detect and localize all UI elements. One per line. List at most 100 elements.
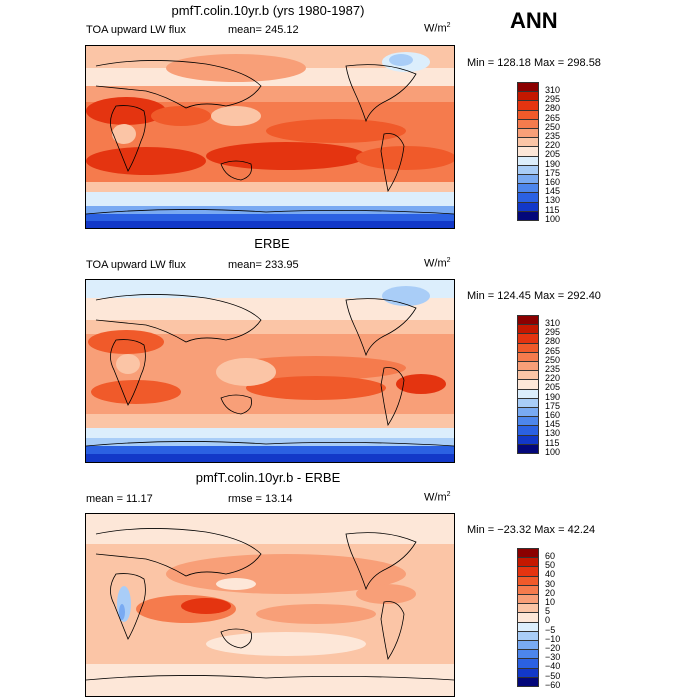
- panel-3-minmax: Min = −23.32 Max = 42.24: [467, 524, 596, 536]
- panel-2-left-label: TOA upward LW flux: [86, 259, 186, 271]
- panel-1-band: [86, 206, 454, 214]
- colorbar-level-label: 30: [545, 578, 556, 589]
- panel-1-blob: [166, 54, 306, 82]
- colorbar-level-label: 250: [545, 121, 561, 132]
- panel-2-map: [85, 279, 455, 463]
- panel-1-units-text: W/m: [424, 22, 447, 35]
- colorbar-level-label: 310: [545, 318, 561, 328]
- colorbar-level-label: −50: [545, 670, 561, 681]
- colorbar-level-label: 130: [545, 195, 561, 206]
- colorbar-level-label: 205: [545, 149, 561, 160]
- panel-2-units-sup: 2: [446, 257, 451, 264]
- panel-3-field: [86, 514, 454, 696]
- panel-2-units: W/m2: [424, 257, 451, 270]
- panel-3-blob: [206, 632, 366, 656]
- panel-2-mean-label: mean= 233.95: [228, 259, 299, 271]
- colorbar-level-label: 235: [545, 131, 561, 141]
- colorbar-level-label: −10: [545, 633, 561, 644]
- panel-1-blob: [389, 54, 413, 66]
- colorbar-level-label: 190: [545, 391, 561, 402]
- panel-1-units: W/m2: [424, 22, 451, 35]
- panel-3-map: [85, 513, 455, 697]
- colorbar-level-label: 10: [545, 597, 556, 607]
- panel-3-units: W/m2: [424, 491, 451, 504]
- colorbar-level-label: 250: [545, 354, 561, 365]
- panel-2-blob: [396, 374, 446, 394]
- panel-1-minmax: Min = 128.18 Max = 298.58: [467, 57, 601, 69]
- colorbar-level-label: 5: [545, 606, 551, 617]
- colorbar-level-label: 115: [545, 204, 560, 215]
- panel-2-units-text: W/m: [424, 257, 447, 270]
- panel-1-blob: [266, 119, 406, 143]
- panel-3-units-sup: 2: [446, 491, 451, 498]
- panel-3-blob: [119, 604, 125, 620]
- colorbar-level-label: 115: [545, 437, 560, 448]
- colorbar-level-label: 265: [545, 112, 561, 123]
- season-label: ANN: [510, 8, 558, 33]
- panel-2-minmax: Min = 124.45 Max = 292.40: [467, 290, 601, 302]
- colorbar-level-label: −60: [545, 679, 561, 690]
- colorbar-level-label: −40: [545, 661, 561, 672]
- panel-1-units-sup: 2: [446, 22, 451, 29]
- panel-1-blob: [86, 147, 206, 175]
- colorbar-level-label: 100: [545, 446, 561, 457]
- panel-1-band: [86, 182, 454, 192]
- colorbar-level-label: 175: [545, 167, 561, 178]
- colorbar-swatch: [517, 443, 539, 454]
- colorbar-level-label: 295: [545, 94, 561, 105]
- panel-2-band: [86, 320, 454, 334]
- panel-2-band: [86, 414, 454, 428]
- panel-1-field: [86, 46, 454, 228]
- panel-2-band: [86, 454, 454, 462]
- colorbar-level-label: 0: [545, 615, 551, 626]
- panel-2-blob: [382, 286, 430, 306]
- panel-2-title: ERBE: [254, 236, 290, 251]
- panel-1-blob: [211, 106, 261, 126]
- colorbar-level-label: 145: [545, 186, 561, 197]
- panel-1-band: [86, 214, 454, 221]
- panel-2-blob: [216, 358, 276, 386]
- panel-1-mean-label: mean= 245.12: [228, 24, 299, 36]
- panel-3-rmse-label: rmse = 13.14: [228, 493, 293, 505]
- colorbar-level-label: 295: [545, 327, 561, 338]
- colorbar-level-label: 40: [545, 569, 556, 580]
- colorbar-level-label: −30: [545, 652, 561, 663]
- colorbar-level-label: 60: [545, 551, 556, 561]
- colorbar-level-label: 160: [545, 177, 561, 187]
- colorbar-level-label: 100: [545, 213, 561, 224]
- colorbar-level-label: 160: [545, 410, 561, 420]
- colorbar-level-label: 20: [545, 587, 556, 598]
- panel-3-band: [86, 664, 454, 696]
- panel-2-band: [86, 446, 454, 454]
- colorbar-level-label: 220: [545, 140, 561, 151]
- panel-2-blob: [88, 330, 164, 354]
- colorbar-swatch: [517, 210, 539, 221]
- colorbar-level-label: 50: [545, 560, 556, 571]
- panel-1-band: [86, 86, 454, 102]
- colorbar-level-label: −5: [545, 624, 556, 635]
- panel-1-blob: [206, 142, 366, 170]
- colorbar-level-label: −20: [545, 643, 561, 653]
- panel-1-blob: [356, 146, 454, 170]
- colorbar-level-label: 175: [545, 400, 561, 411]
- panel-3-mean-label: mean = 11.17: [86, 493, 153, 505]
- panel-1-title: pmfT.colin.10yr.b (yrs 1980-1987): [171, 3, 365, 18]
- panel-2-arctic: [86, 280, 454, 298]
- panel-3-units-text: W/m: [424, 491, 447, 504]
- panel-2-blob: [91, 380, 181, 404]
- colorbar-level-label: 145: [545, 419, 561, 430]
- panel-3-coastlines: [86, 528, 454, 681]
- colorbar-level-label: 280: [545, 336, 561, 347]
- panel-2-blob: [246, 376, 386, 400]
- colorbar-swatch: [517, 676, 539, 687]
- panel-1-blob: [151, 106, 211, 126]
- panel-2-coastlines: [86, 294, 454, 447]
- panel-3-title: pmfT.colin.10yr.b - ERBE: [195, 470, 341, 485]
- panel-2-band: [86, 438, 454, 446]
- colorbar-level-label: 205: [545, 382, 561, 393]
- colorbar-level-label: 310: [545, 85, 561, 95]
- colorbar-level-label: 220: [545, 373, 561, 384]
- panel-1-colorbar: 310 295 280 265 250 235 220 205 190 175 160 145 130 1…: [517, 82, 577, 232]
- panel-3-colorbar: 60 50 40 30 20 10 5 0 −5 −10 −20 −30 −40 −50 −60: [517, 548, 577, 698]
- panel-1-blob: [112, 124, 136, 144]
